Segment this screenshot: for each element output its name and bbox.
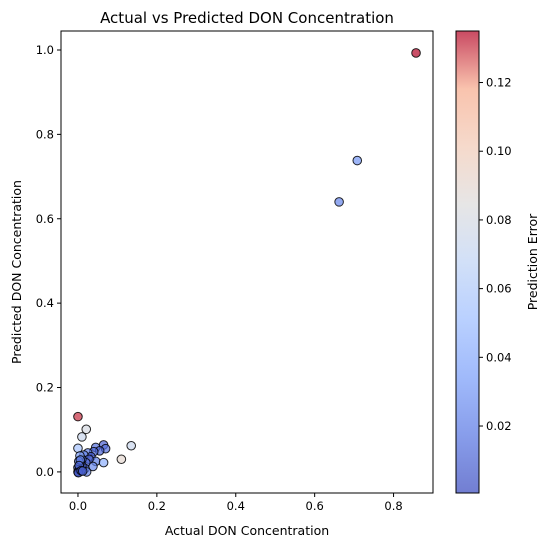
scatter-point [126, 440, 137, 451]
y-axis-label: Predicted DON Concentration [9, 180, 24, 364]
x-axis: 0.0 0.2 0.4 0.6 0.8 [69, 493, 403, 513]
x-tick-label: 0.6 [306, 499, 324, 513]
y-tick-label: 0.0 [36, 465, 54, 479]
scatter-point [116, 454, 127, 465]
y-axis: 0.0 0.2 0.4 0.6 0.8 1.0 [36, 43, 61, 479]
x-tick-label: 0.2 [148, 499, 166, 513]
y-tick-label: 1.0 [36, 43, 54, 57]
colorbar-tick-label: 0.06 [486, 282, 512, 296]
scatter-point [411, 48, 421, 58]
colorbar-tick-label: 0.02 [486, 419, 512, 433]
colorbar-gradient [456, 31, 479, 493]
y-tick-label: 0.8 [36, 127, 54, 141]
scatter-point [352, 155, 363, 166]
scatter-point [98, 457, 109, 468]
colorbar-tick-label: 0.12 [486, 76, 512, 90]
colorbar-ticks: 0.02 0.04 0.06 0.08 0.10 0.12 [479, 76, 512, 433]
scatter-point [77, 432, 87, 442]
colorbar-tick-label: 0.04 [486, 350, 512, 364]
plot-frame [60, 30, 434, 494]
y-tick-label: 0.2 [36, 381, 54, 395]
scatter-point [73, 411, 83, 422]
colorbar: 0.02 0.04 0.06 0.08 0.10 0.12 Prediction Erro… [455, 30, 540, 494]
scatter-point [81, 424, 92, 435]
colorbar-tick-label: 0.10 [486, 144, 512, 158]
x-tick-label: 0.0 [69, 499, 87, 513]
scatter-point [334, 197, 344, 207]
chart-title: Actual vs Predicted DON Concentration [100, 9, 394, 27]
scatter-point [77, 466, 88, 476]
y-tick-label: 0.4 [36, 296, 54, 310]
points-layer [73, 48, 421, 478]
colorbar-label: Prediction Error [525, 213, 540, 310]
colorbar-tick-label: 0.08 [486, 213, 512, 227]
colorbar-frame [455, 30, 480, 494]
y-tick-label: 0.6 [36, 212, 54, 226]
x-tick-label: 0.8 [384, 499, 402, 513]
x-axis-label: Actual DON Concentration [165, 523, 329, 538]
x-tick-label: 0.4 [227, 499, 245, 513]
